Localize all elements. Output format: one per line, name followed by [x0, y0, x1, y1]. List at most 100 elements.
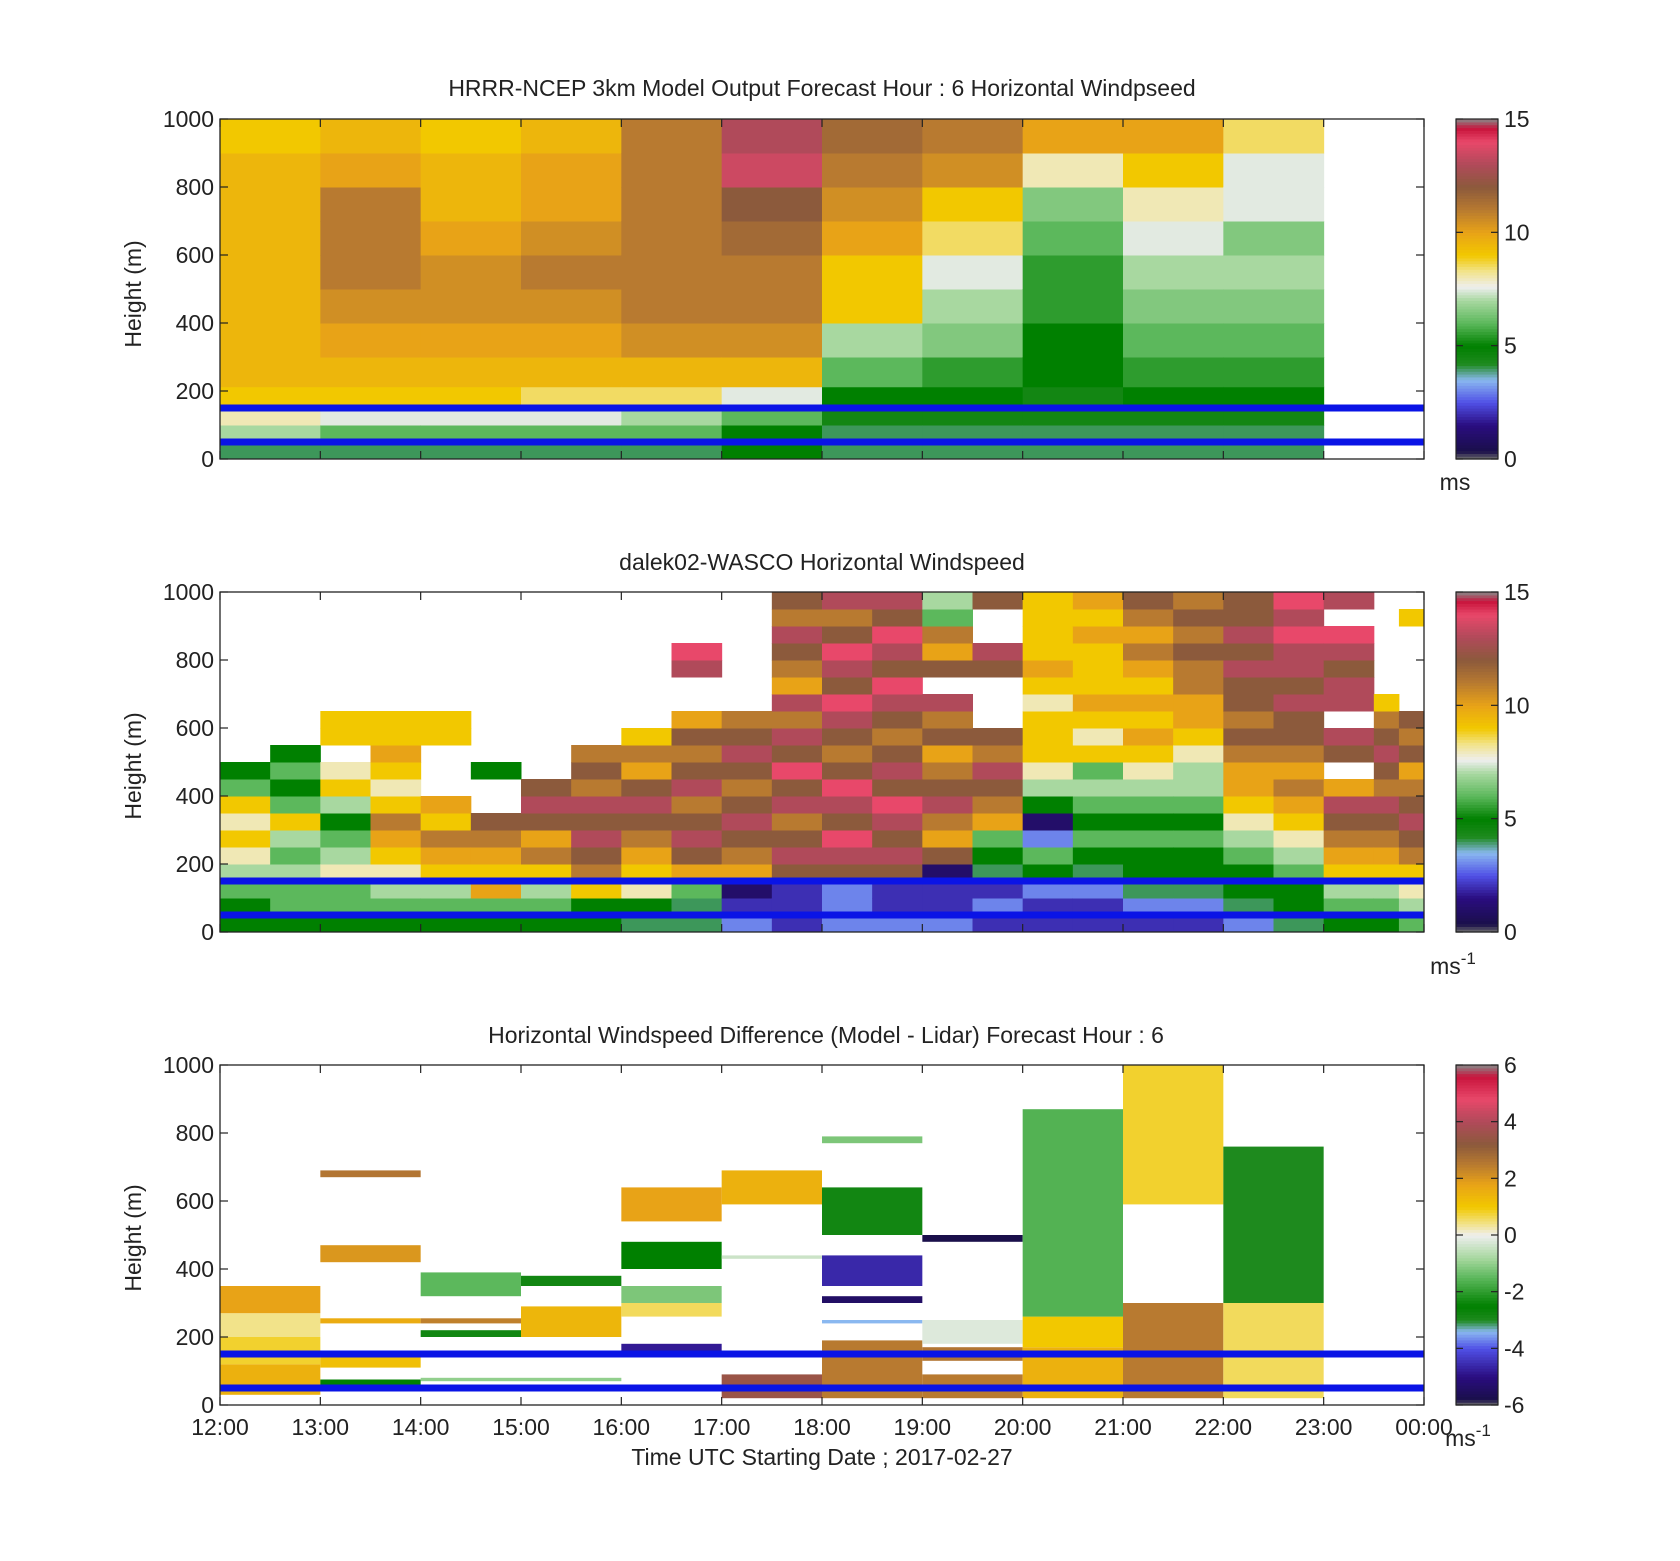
colorbar-swatch	[1456, 776, 1498, 780]
lidar-cell	[771, 915, 823, 933]
colorbar-swatch	[1456, 425, 1498, 429]
colorbar-swatch	[1456, 416, 1498, 420]
lidar-cell	[1123, 592, 1174, 610]
lidar-cell	[1072, 881, 1124, 899]
lidar-cell	[1273, 847, 1325, 865]
colorbar-swatch	[1456, 1076, 1498, 1080]
lidar-cell	[1223, 847, 1274, 865]
lidar-cell	[771, 728, 823, 746]
colorbar-swatch	[1456, 357, 1498, 361]
colorbar-swatch	[1456, 221, 1498, 225]
lidar-cell	[1022, 660, 1074, 678]
lidar-cell	[771, 609, 823, 627]
model-cell	[721, 289, 823, 324]
lidar-cell	[922, 796, 973, 814]
difference-cell	[320, 1170, 421, 1178]
lidar-cell	[220, 779, 271, 797]
colorbar-swatch	[1456, 1161, 1498, 1165]
colorbar-swatch	[1456, 685, 1498, 689]
model-cell	[1022, 153, 1124, 188]
colorbar-swatch	[1456, 249, 1498, 253]
lidar-cell	[1273, 762, 1325, 780]
lidar-cell	[320, 847, 371, 865]
lidar-cell	[1323, 898, 1375, 916]
lidar-cell	[771, 898, 823, 916]
lidar-cell	[1398, 915, 1425, 933]
colorbar-swatch	[1456, 1368, 1498, 1372]
model-cell	[1123, 119, 1224, 154]
lidar-cell	[922, 915, 973, 933]
colorbar-swatch	[1456, 827, 1498, 831]
lidar-cell	[972, 762, 1024, 780]
lidar-cell	[320, 864, 371, 882]
colorbar-swatch	[1456, 592, 1498, 596]
lidar-cell	[972, 881, 1024, 899]
difference-cell	[822, 1296, 923, 1303]
colorbar-swatch	[1456, 1158, 1498, 1162]
colorbar-swatch	[1456, 1198, 1498, 1202]
lidar-cell	[320, 881, 371, 899]
lidar-cell	[1072, 898, 1124, 916]
lidar-cell	[1173, 711, 1224, 729]
colorbar-swatch	[1456, 824, 1498, 828]
y-tick-label: 0	[201, 919, 214, 945]
model-cell	[1123, 408, 1224, 426]
model-cell	[320, 221, 422, 256]
lidar-cell	[671, 779, 723, 797]
colorbar-swatch	[1456, 1195, 1498, 1199]
lidar-cell	[1398, 864, 1425, 882]
y-tick-label: 400	[176, 1256, 214, 1282]
colorbar-swatch	[1456, 779, 1498, 783]
lidar-cell	[972, 830, 1024, 848]
colorbar-swatch	[1456, 399, 1498, 403]
colorbar-swatch	[1456, 1269, 1498, 1273]
colorbar-swatch	[1456, 614, 1498, 619]
lidar-cell	[671, 881, 723, 899]
lidar-cell	[1323, 592, 1375, 610]
lidar-cell	[1022, 813, 1074, 831]
lidar-cell	[822, 898, 873, 916]
difference-cell	[320, 1245, 421, 1263]
colorbar-swatch	[1456, 226, 1498, 231]
model-cell	[721, 255, 823, 290]
lidar-cell	[1223, 660, 1274, 678]
model-cell	[521, 323, 622, 358]
model-cell	[922, 221, 1024, 256]
lidar-cell	[220, 864, 271, 882]
lidar-cell	[1223, 762, 1274, 780]
colorbar-swatch	[1456, 1203, 1498, 1208]
colorbar-swatch	[1456, 702, 1498, 706]
panel-difference-x-ticks: 12:00 13:00 14:00 15:00 16:00 17:00 18:00 19:00…	[191, 1065, 1453, 1440]
colorbar-swatch	[1456, 637, 1498, 641]
lidar-cell	[1072, 694, 1124, 712]
lidar-cell	[220, 847, 271, 865]
lidar-cell	[671, 813, 723, 831]
colorbar-swatch	[1456, 679, 1498, 684]
lidar-cell	[1022, 609, 1074, 627]
colorbar-swatch	[1456, 798, 1498, 803]
colorbar-swatch	[1456, 1257, 1498, 1262]
lidar-cell	[922, 830, 973, 848]
x-tick-label: 17:00	[693, 1414, 751, 1440]
colorbar-swatch	[1456, 127, 1498, 131]
lidar-cell	[1123, 813, 1174, 831]
lidar-cell	[822, 864, 873, 882]
colorbar-swatch	[1456, 1130, 1498, 1134]
lidar-cell	[972, 728, 1024, 746]
lidar-cell	[922, 609, 973, 627]
lidar-cell	[922, 881, 973, 899]
colorbar-swatch	[1456, 1263, 1498, 1267]
lidar-cell	[1072, 796, 1124, 814]
lidar-cell	[771, 813, 823, 831]
colorbar-swatch	[1456, 1331, 1498, 1335]
colorbar-swatch	[1456, 447, 1498, 452]
colorbar-swatch	[1456, 1147, 1498, 1151]
colorbar-swatch	[1456, 849, 1498, 854]
colorbar-swatch	[1456, 1184, 1498, 1188]
colorbar-swatch	[1456, 1178, 1498, 1182]
model-cell	[1123, 255, 1224, 290]
y-tick-label: 400	[176, 310, 214, 336]
colorbar-swatch	[1456, 796, 1498, 800]
model-cell	[420, 289, 522, 324]
lidar-cell	[370, 813, 422, 831]
